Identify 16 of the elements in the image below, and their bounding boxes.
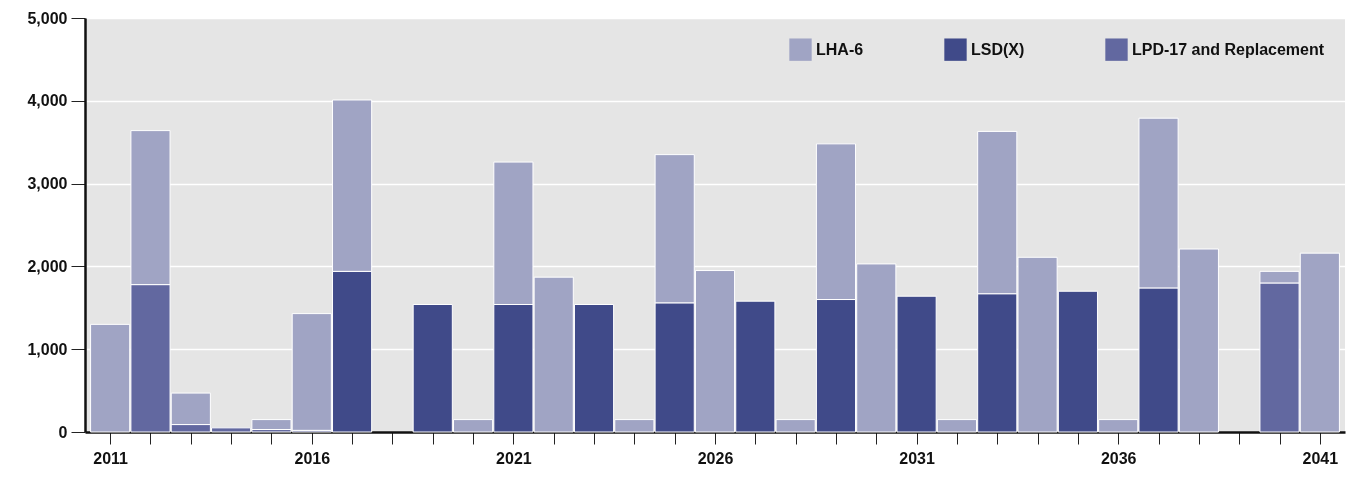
x-tick-label: 2036 bbox=[1100, 449, 1137, 467]
x-tick-label: 2026 bbox=[697, 449, 734, 467]
x-tick-label: 2031 bbox=[899, 449, 936, 467]
legend-label: LSD(X) bbox=[971, 40, 1025, 58]
y-tick-label: 0 bbox=[58, 423, 68, 441]
x-tick-label: 2011 bbox=[93, 449, 129, 467]
x-tick-label: 2021 bbox=[496, 449, 532, 467]
x-tick-label: 2016 bbox=[294, 449, 331, 467]
legend-label: LPD-17 and Replacement bbox=[1132, 40, 1325, 58]
y-tick-label: 4,000 bbox=[27, 92, 68, 110]
legend-label: LHA-6 bbox=[816, 40, 864, 58]
x-tick-label: 2041 bbox=[1302, 449, 1339, 467]
y-tick-label: 5,000 bbox=[27, 9, 68, 27]
y-tick-label: 3,000 bbox=[27, 175, 68, 193]
y-tick-label: 2,000 bbox=[27, 257, 68, 275]
y-tick-label: 1,000 bbox=[27, 340, 68, 358]
